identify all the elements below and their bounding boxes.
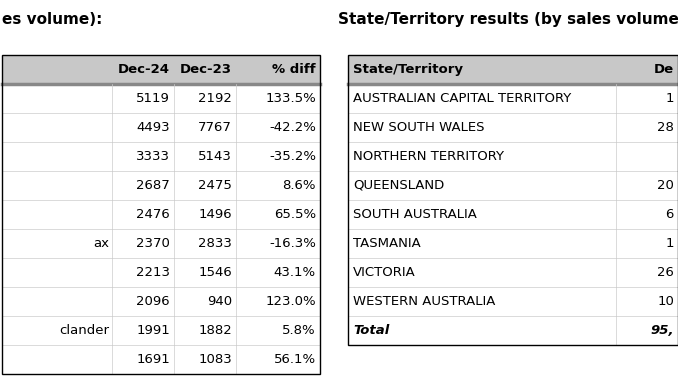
Text: ax: ax: [93, 237, 109, 250]
Text: AUSTRALIAN CAPITAL TERRITORY: AUSTRALIAN CAPITAL TERRITORY: [353, 92, 572, 105]
Text: es volume):: es volume):: [2, 12, 102, 27]
Text: 8.6%: 8.6%: [283, 179, 316, 192]
Text: Dec-23: Dec-23: [180, 63, 232, 76]
Text: 2370: 2370: [136, 237, 170, 250]
Text: 3333: 3333: [136, 150, 170, 163]
Text: -42.2%: -42.2%: [269, 121, 316, 134]
Text: 133.5%: 133.5%: [265, 92, 316, 105]
Text: 56.1%: 56.1%: [274, 353, 316, 366]
Text: 2476: 2476: [136, 208, 170, 221]
Text: 10: 10: [657, 295, 674, 308]
Text: -35.2%: -35.2%: [269, 150, 316, 163]
Text: 5119: 5119: [136, 92, 170, 105]
Text: 26: 26: [657, 266, 674, 279]
Bar: [2, 55, 320, 84]
Text: 28: 28: [657, 121, 674, 134]
Text: State/Territory: State/Territory: [353, 63, 463, 76]
Text: NORTHERN TERRITORY: NORTHERN TERRITORY: [353, 150, 504, 163]
Text: 940: 940: [207, 295, 232, 308]
Text: 2096: 2096: [136, 295, 170, 308]
Text: 5143: 5143: [198, 150, 232, 163]
Text: Dec-24: Dec-24: [118, 63, 170, 76]
Text: 2475: 2475: [198, 179, 232, 192]
Text: TASMANIA: TASMANIA: [353, 237, 421, 250]
Text: 6: 6: [666, 208, 674, 221]
Text: clander: clander: [59, 324, 109, 337]
Text: 1991: 1991: [136, 324, 170, 337]
Text: De: De: [654, 63, 674, 76]
Text: 95,: 95,: [650, 324, 674, 337]
Text: 1: 1: [666, 237, 674, 250]
Text: 1691: 1691: [136, 353, 170, 366]
Text: -16.3%: -16.3%: [269, 237, 316, 250]
Text: NEW SOUTH WALES: NEW SOUTH WALES: [353, 121, 485, 134]
Text: 20: 20: [657, 179, 674, 192]
Text: 2687: 2687: [136, 179, 170, 192]
Text: 43.1%: 43.1%: [274, 266, 316, 279]
Text: QUEENSLAND: QUEENSLAND: [353, 179, 444, 192]
Text: 1: 1: [666, 92, 674, 105]
Text: % diff: % diff: [273, 63, 316, 76]
Text: 1083: 1083: [198, 353, 232, 366]
Text: 7767: 7767: [198, 121, 232, 134]
Bar: [348, 55, 678, 345]
Text: Total: Total: [353, 324, 389, 337]
Text: SOUTH AUSTRALIA: SOUTH AUSTRALIA: [353, 208, 477, 221]
Text: VICTORIA: VICTORIA: [353, 266, 416, 279]
Text: 2833: 2833: [198, 237, 232, 250]
Bar: [2, 55, 320, 374]
Text: 2192: 2192: [198, 92, 232, 105]
Text: State/Territory results (by sales volume):: State/Territory results (by sales volume…: [338, 12, 678, 27]
Text: 2213: 2213: [136, 266, 170, 279]
Text: 1546: 1546: [198, 266, 232, 279]
Text: 1882: 1882: [198, 324, 232, 337]
Text: 1496: 1496: [199, 208, 232, 221]
Text: WESTERN AUSTRALIA: WESTERN AUSTRALIA: [353, 295, 496, 308]
Text: 123.0%: 123.0%: [265, 295, 316, 308]
Text: 4493: 4493: [136, 121, 170, 134]
Bar: [348, 55, 678, 84]
Text: 65.5%: 65.5%: [274, 208, 316, 221]
Text: 5.8%: 5.8%: [282, 324, 316, 337]
